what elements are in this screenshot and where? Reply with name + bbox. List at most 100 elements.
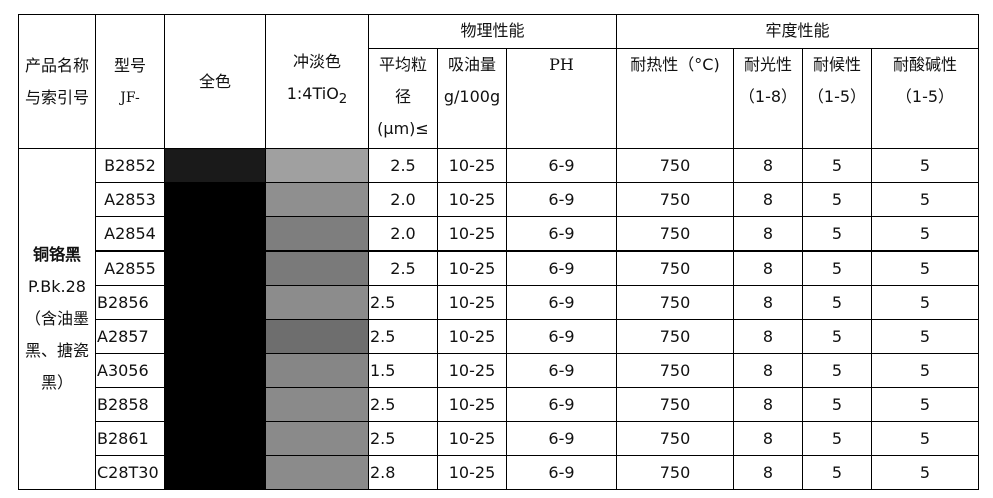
header-model-line1: 型号	[113, 55, 146, 75]
masstone-swatch	[164, 182, 266, 217]
model-cell: A2857	[95, 319, 165, 354]
table-row: B2861 2.5 10-25 6-9 750 8 5 5	[19, 421, 979, 456]
header-product-line1: 产品名称	[24, 55, 89, 75]
oil-cell: 10-25	[437, 285, 507, 320]
ph-cell: 6-9	[506, 387, 617, 422]
masstone-swatch	[164, 353, 266, 388]
particle-cell: 2.5	[368, 319, 438, 354]
light-cell: 8	[733, 455, 803, 490]
particle-cell: 2.5	[368, 148, 438, 183]
masstone-swatch	[164, 319, 266, 354]
particle-cell: 2.5	[368, 250, 438, 286]
acid-cell: 5	[871, 319, 979, 354]
acid-cell: 5	[871, 216, 979, 252]
oil-cell: 10-25	[437, 421, 507, 456]
table-row: A2857 2.5 10-25 6-9 750 8 5 5	[19, 319, 979, 354]
header-particle-line3: (μm)≤	[377, 119, 429, 138]
masstone-swatch	[164, 148, 266, 183]
header-tint-ratio: 1:4TiO	[286, 84, 339, 104]
header-model: 型号 JF-	[95, 14, 165, 149]
ph-cell: 6-9	[506, 353, 617, 388]
acid-cell: 5	[871, 387, 979, 422]
light-cell: 8	[733, 387, 803, 422]
masstone-swatch	[164, 216, 266, 252]
product-note-line2: 黑、搪瓷	[24, 341, 89, 360]
header-model-line2: JF-	[120, 89, 140, 106]
weather-cell: 5	[802, 250, 872, 286]
ph-cell: 6-9	[506, 455, 617, 490]
header-tint-subscript: 2	[338, 92, 348, 108]
header-tint-line1: 冲淡色	[292, 52, 341, 72]
particle-cell: 2.0	[368, 182, 438, 217]
acid-cell: 5	[871, 455, 979, 490]
weather-cell: 5	[802, 148, 872, 183]
tint-swatch	[265, 250, 369, 286]
heat-cell: 750	[616, 285, 734, 320]
header-light-line1: 耐光性	[743, 55, 792, 74]
heat-cell: 750	[616, 319, 734, 354]
heat-cell: 750	[616, 387, 734, 422]
header-oil-line2: g/100g	[443, 87, 501, 106]
ph-cell: 6-9	[506, 421, 617, 456]
header-masstone: 全色	[164, 14, 266, 149]
header-physical-group: 物理性能	[368, 14, 617, 49]
tint-swatch	[265, 353, 369, 388]
heat-cell: 750	[616, 455, 734, 490]
header-acid-line1: 耐酸碱性	[892, 55, 957, 74]
table-row: 铜铬黑 P.Bk.28 （含油墨 黑、搪瓷 黑） B2852 2.5 10-25 6-9 750 8…	[18, 148, 979, 490]
masstone-swatch	[164, 421, 266, 456]
table-row: A3056 1.5 10-25 6-9 750 8 5 5	[19, 353, 979, 388]
oil-cell: 10-25	[437, 353, 507, 388]
model-cell: B2856	[95, 285, 165, 320]
heat-cell: 750	[616, 421, 734, 456]
ph-cell: 6-9	[506, 285, 617, 320]
acid-cell: 5	[871, 285, 979, 320]
product-note-line1: （含油墨	[24, 309, 89, 328]
header-particle-line1: 平均粒	[378, 55, 427, 74]
product-name: 铜铬黑	[32, 245, 81, 264]
header-ph: PH	[506, 48, 617, 149]
header-oil-line1: 吸油量	[447, 55, 496, 74]
table-row: B2858 2.5 10-25 6-9 750 8 5 5	[19, 387, 979, 422]
pigment-spec-table: 产品名称 与索引号 型号 JF- 全色 冲淡色 1:4TiO2 物理性能 牢度性…	[18, 14, 979, 490]
tint-swatch	[265, 421, 369, 456]
tint-swatch	[265, 182, 369, 217]
ph-cell: 6-9	[506, 216, 617, 252]
header-weather-line1: 耐候性	[812, 55, 861, 74]
oil-cell: 10-25	[437, 216, 507, 252]
light-cell: 8	[733, 148, 803, 183]
oil-cell: 10-25	[437, 182, 507, 217]
model-cell: A2854	[95, 216, 165, 252]
particle-cell: 1.5	[368, 353, 438, 388]
light-cell: 8	[733, 319, 803, 354]
heat-cell: 750	[616, 182, 734, 217]
light-cell: 8	[733, 353, 803, 388]
particle-cell: 2.0	[368, 216, 438, 252]
tint-swatch	[265, 148, 369, 183]
light-cell: 8	[733, 250, 803, 286]
tint-swatch	[265, 285, 369, 320]
weather-cell: 5	[802, 421, 872, 456]
header-light: 耐光性 （1-8）	[733, 48, 803, 149]
tint-swatch	[265, 455, 369, 490]
model-cell: C28T30	[95, 455, 165, 490]
weather-cell: 5	[802, 182, 872, 217]
light-cell: 8	[733, 182, 803, 217]
heat-cell: 750	[616, 353, 734, 388]
masstone-swatch	[164, 250, 266, 286]
header-product: 产品名称 与索引号	[18, 14, 96, 149]
weather-cell: 5	[802, 319, 872, 354]
header-acid: 耐酸碱性 （1-5）	[871, 48, 979, 149]
product-cell: 铜铬黑 P.Bk.28 （含油墨 黑、搪瓷 黑）	[18, 148, 96, 490]
tint-swatch	[265, 216, 369, 252]
acid-cell: 5	[871, 250, 979, 286]
header-oil: 吸油量 g/100g	[437, 48, 507, 149]
model-cell: B2861	[95, 421, 165, 456]
table-row: A2853 2.0 10-25 6-9 750 8 5 5	[19, 182, 979, 217]
header-particle-line2: 径	[394, 87, 411, 106]
light-cell: 8	[733, 421, 803, 456]
product-index: P.Bk.28	[28, 277, 86, 296]
light-cell: 8	[733, 216, 803, 252]
weather-cell: 5	[802, 455, 872, 490]
particle-cell: 2.5	[368, 285, 438, 320]
